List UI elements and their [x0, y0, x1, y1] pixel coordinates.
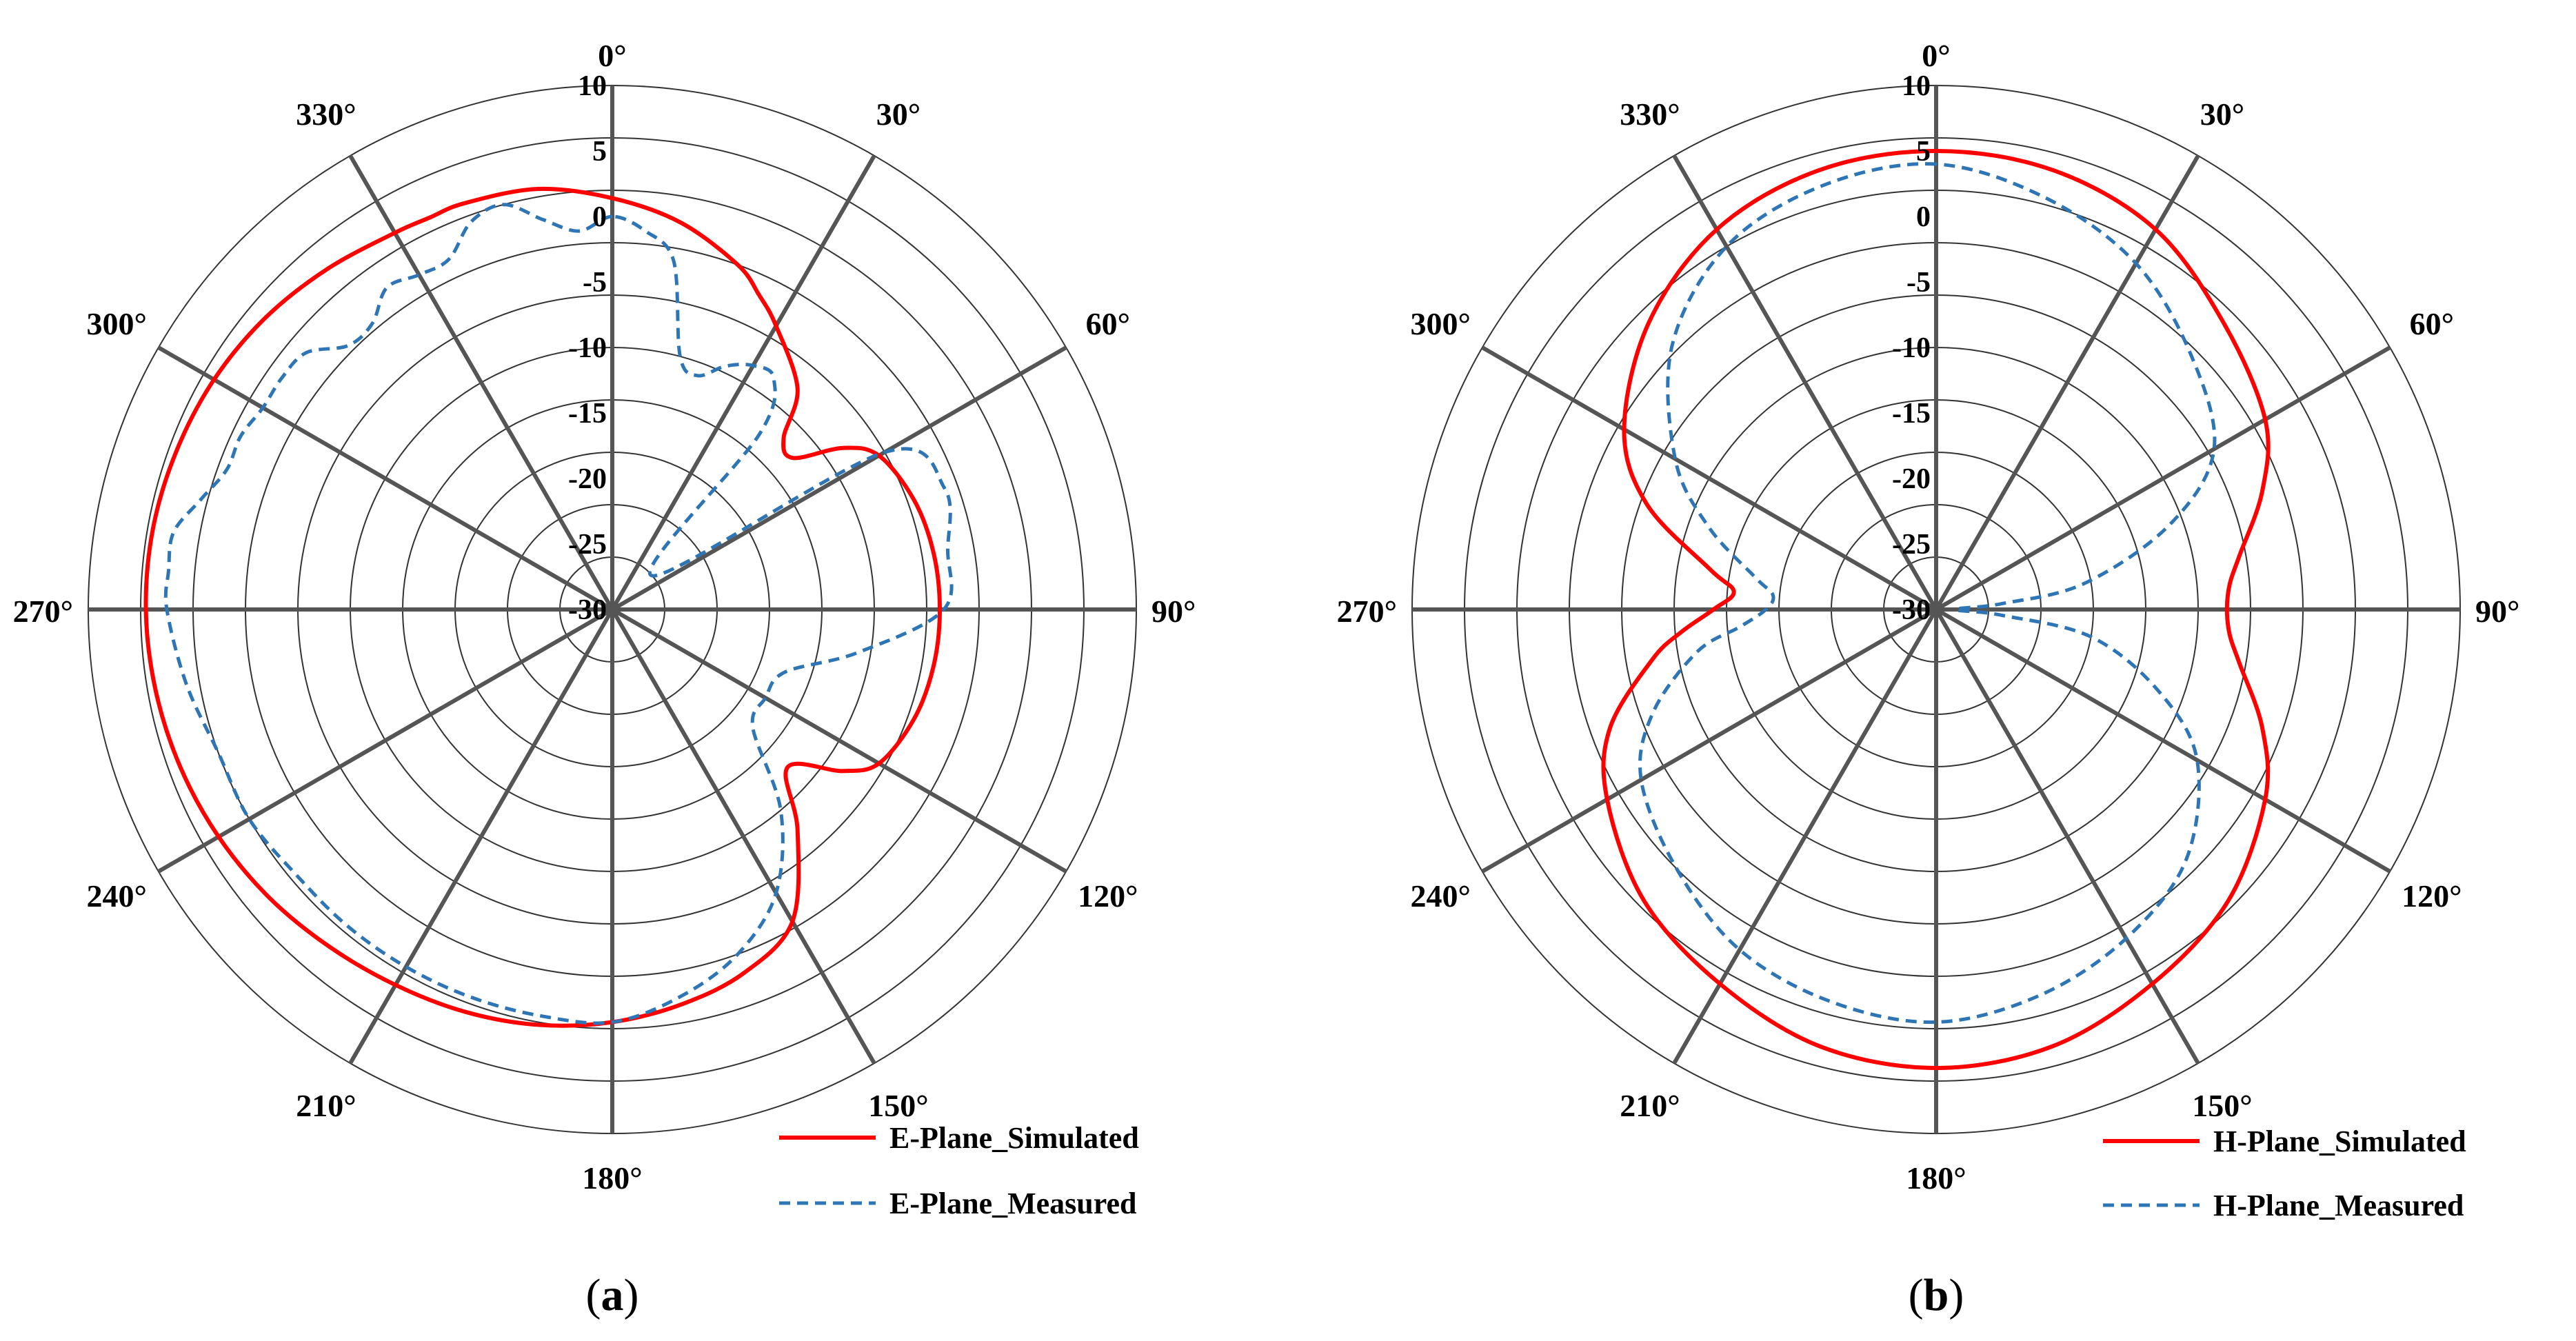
angle-tick-label: 300° — [86, 306, 146, 341]
grid-spoke — [610, 154, 876, 611]
radial-tick-label: -5 — [1906, 267, 1931, 299]
radial-tick-labels-b: 10 5 0 -5 -10 -15 -20 -25 -30 — [1892, 70, 1931, 626]
series-group-b — [1601, 149, 2271, 1070]
angle-tick-label: 30° — [2200, 97, 2244, 132]
angle-tick-label: 180° — [582, 1160, 642, 1196]
panel-letter-b: b — [1924, 1270, 1949, 1320]
radial-tick-label: -20 — [1892, 463, 1931, 495]
grid-spoke — [611, 345, 1067, 612]
radial-tick-label: 10 — [1902, 70, 1931, 102]
radial-tick-labels-a: 10 5 0 -5 -10 -15 -20 -25 -30 — [568, 70, 607, 626]
angle-tick-label: 30° — [876, 97, 920, 132]
grid-spoke — [1481, 607, 1938, 874]
radial-tick-label: 10 — [578, 70, 607, 102]
legend-label-measured-b: H-Plane_Measured — [2213, 1189, 2464, 1222]
radial-tick-label: -15 — [1892, 398, 1931, 430]
angle-tick-label: 150° — [2192, 1088, 2252, 1123]
angle-tick-label: 240° — [1410, 878, 1470, 914]
radial-tick-label: -25 — [1892, 529, 1931, 561]
radial-tick-label: 0 — [592, 201, 607, 233]
radial-tick-label: -5 — [583, 267, 607, 299]
radial-tick-label: -30 — [1892, 594, 1931, 626]
angle-tick-label: 300° — [1410, 306, 1470, 341]
angle-tick-label: 90° — [1151, 594, 1196, 629]
legend-label-simulated-a: E-Plane_Simulated — [889, 1121, 1139, 1155]
angle-tick-label: 210° — [296, 1088, 356, 1123]
panel-letter-a: a — [601, 1270, 624, 1320]
radial-tick-label: 5 — [1916, 136, 1931, 168]
grid-spoke — [1481, 345, 1938, 612]
angle-tick-labels-b: 0° 330° 300° 270° 240° 210° 180° 150° 120° 90° 60°… — [1337, 38, 2520, 1196]
legend-b: H-Plane_Simulated H-Plane_Measured — [2103, 1125, 2466, 1222]
angle-tick-label: 240° — [86, 878, 146, 914]
radial-tick-label: -25 — [568, 529, 607, 561]
polar-chart-a: 10 5 0 -5 -10 -15 -20 -25 -30 0° 330° 300° 270° 240°… — [13, 38, 1196, 1320]
angle-tick-label: 60° — [1086, 306, 1130, 341]
series-line-measured — [163, 203, 954, 1025]
angle-tick-label: 330° — [296, 97, 356, 132]
grid-spoke — [1672, 154, 1938, 611]
grid-spoke — [611, 607, 1067, 874]
radial-tick-label: -10 — [1892, 332, 1931, 364]
radial-tick-label: -30 — [568, 594, 607, 626]
angle-spokes-a — [88, 85, 1136, 1133]
angle-tick-label: 180° — [1906, 1160, 1966, 1196]
grid-spoke — [157, 607, 614, 874]
radial-tick-label: -10 — [568, 332, 607, 364]
angle-tick-label: 330° — [1620, 97, 1680, 132]
legend-a: E-Plane_Simulated E-Plane_Measured — [779, 1121, 1139, 1220]
angle-tick-label: 150° — [868, 1088, 928, 1123]
angle-tick-label: 270° — [13, 594, 73, 629]
angle-tick-label: 0° — [598, 38, 626, 73]
legend-label-measured-a: E-Plane_Measured — [889, 1187, 1137, 1220]
series-group-a — [143, 186, 954, 1028]
radial-tick-label: -15 — [568, 398, 607, 430]
angle-tick-label: 120° — [1078, 878, 1138, 914]
legend-label-simulated-b: H-Plane_Simulated — [2213, 1125, 2466, 1158]
grid-spoke — [1934, 608, 2200, 1065]
grid-spoke — [1935, 345, 2391, 612]
angle-tick-label: 210° — [1620, 1088, 1680, 1123]
polar-chart-b: 10 5 0 -5 -10 -15 -20 -25 -30 0° 330° 300° 270° 240°… — [1337, 38, 2520, 1320]
radial-tick-label: -20 — [568, 463, 607, 495]
angle-tick-label: 90° — [2475, 594, 2519, 629]
radial-tick-label: 0 — [1916, 201, 1931, 233]
angle-tick-label: 270° — [1337, 594, 1397, 629]
angle-tick-labels-a: 0° 330° 300° 270° 240° 210° 180° 150° 120° 90° 60°… — [13, 38, 1196, 1196]
angle-spokes-b — [1412, 85, 2460, 1133]
panel-label-b: (b) — [1909, 1270, 1964, 1320]
grid-spoke — [1935, 607, 2391, 874]
grid-spoke — [157, 345, 614, 612]
series-line-simulated — [143, 186, 942, 1028]
grid-spoke — [1934, 154, 2200, 611]
grid-spoke — [1672, 608, 1938, 1065]
angle-tick-label: 0° — [1922, 38, 1950, 73]
angle-tick-label: 120° — [2402, 878, 2462, 914]
panel-label-a: (a) — [586, 1270, 639, 1320]
angle-tick-label: 60° — [2410, 306, 2454, 341]
grid-spoke — [610, 608, 876, 1065]
series-line-measured — [1638, 162, 2217, 1025]
series-line-simulated — [1601, 149, 2271, 1070]
radial-tick-label: 5 — [592, 136, 607, 168]
grid-spoke — [348, 608, 614, 1065]
